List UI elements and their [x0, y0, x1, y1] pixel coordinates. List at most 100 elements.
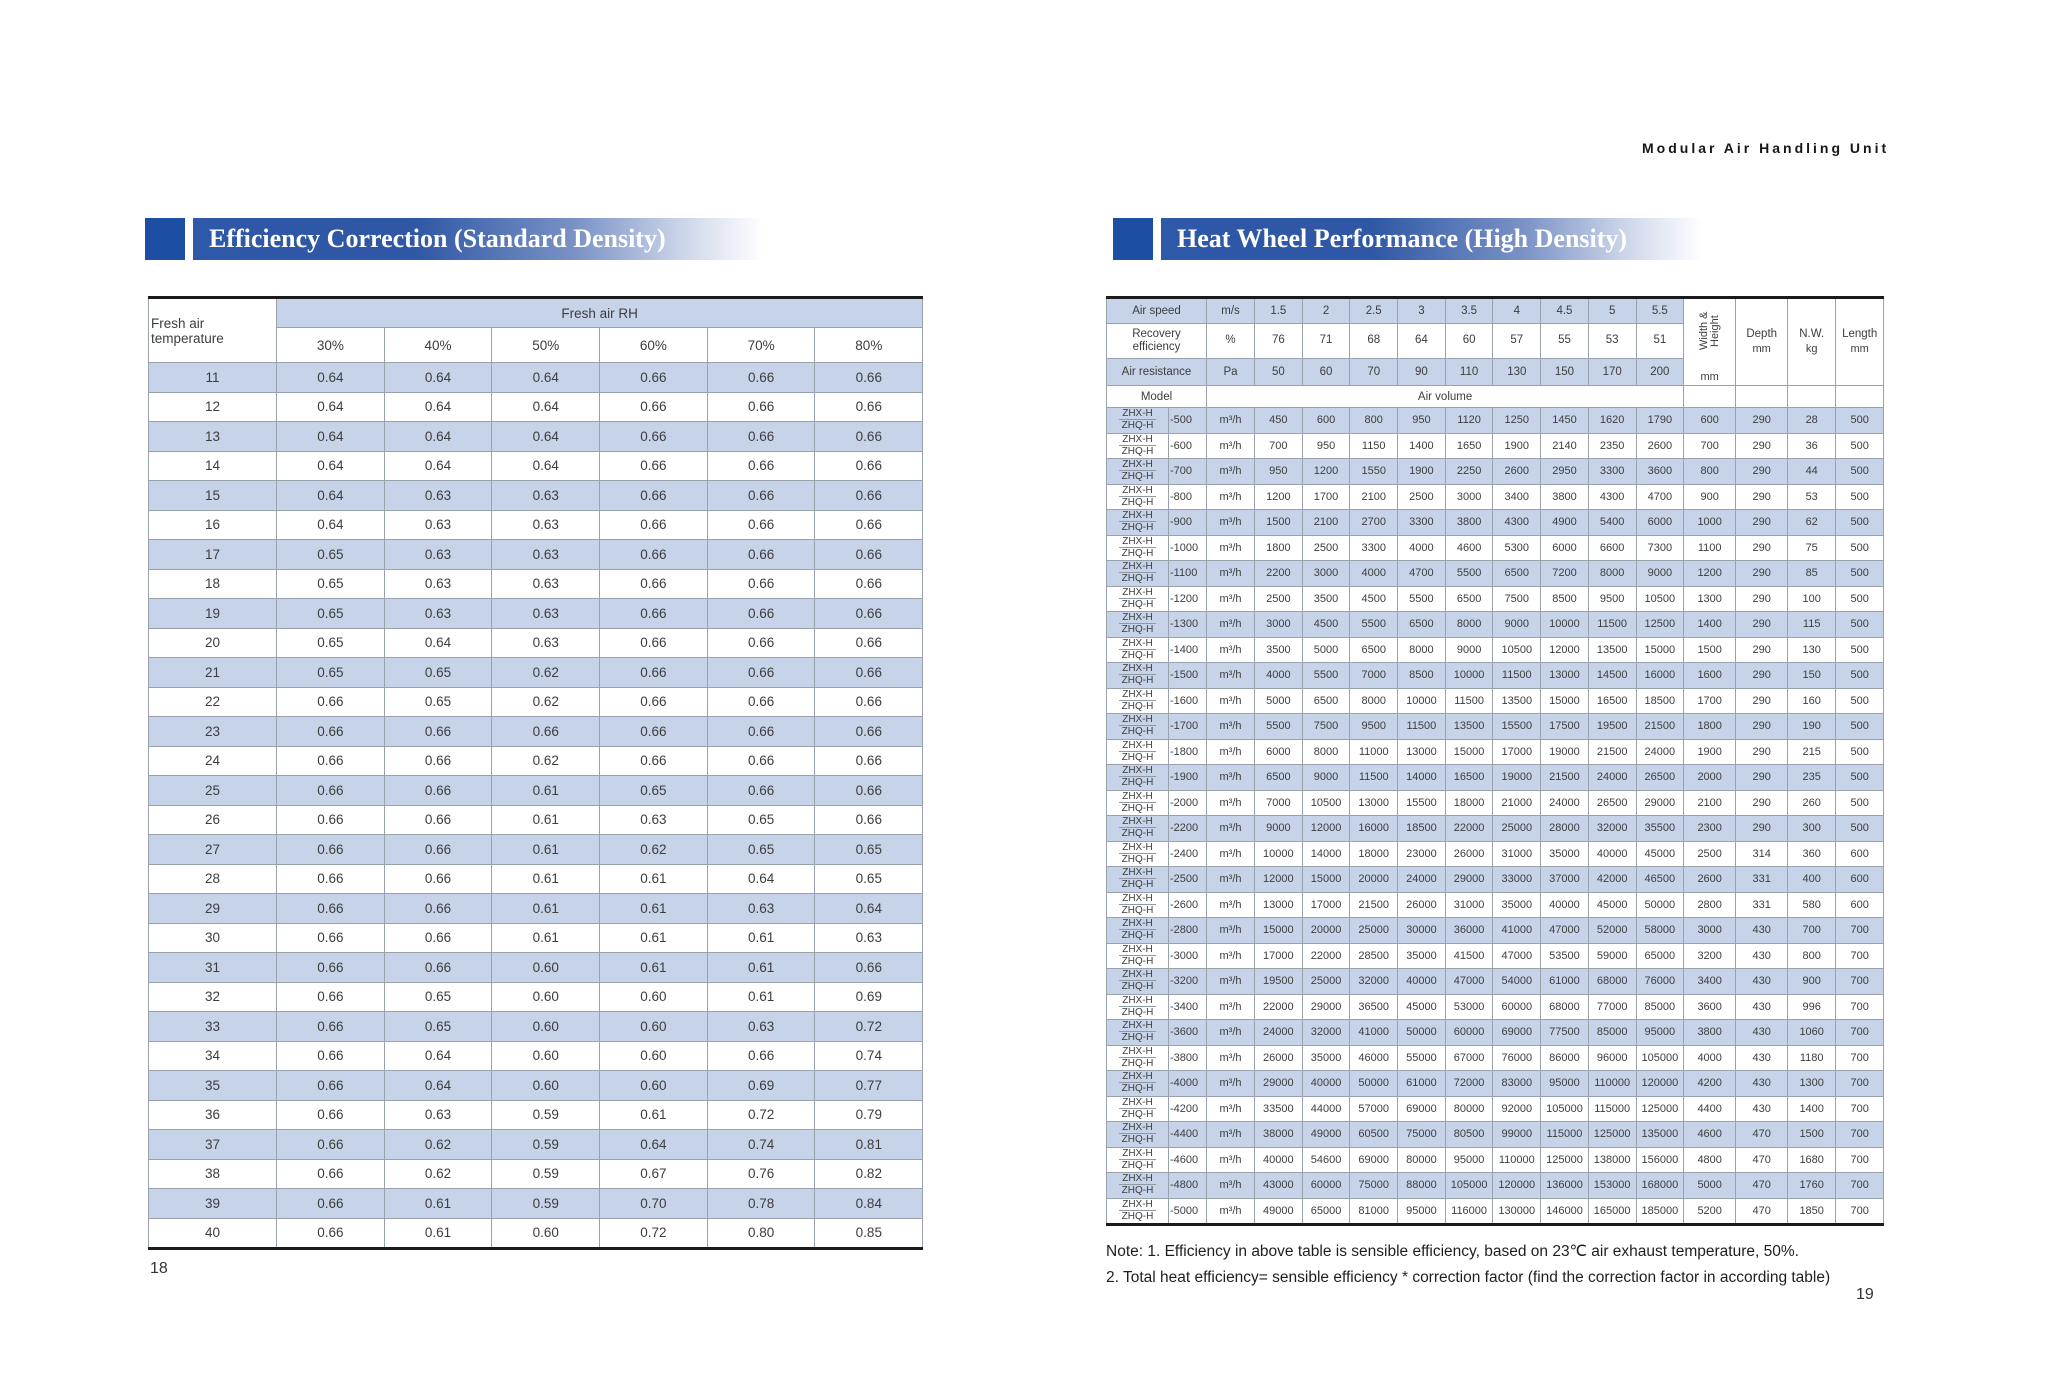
- air-volume-cell: 115000: [1587, 1095, 1637, 1122]
- model-row: ZHX-H ZHQ-H -1700 m³/h 5500 7500 9500 11500 1350…: [1106, 713, 1885, 740]
- volume-unit-cell: m³/h: [1206, 407, 1255, 434]
- model-prefix: ZHQ-H: [1108, 726, 1168, 738]
- model-name-cell: ZHX-H ZHQ-H: [1106, 1044, 1169, 1071]
- header-value-cell: 60: [1444, 322, 1494, 360]
- width-height-cell: 1600: [1683, 662, 1737, 689]
- air-volume-cell: 13000: [1397, 738, 1446, 765]
- air-volume-cell: 15500: [1397, 789, 1446, 816]
- temperature-cell: 34: [148, 1040, 277, 1071]
- model-prefix-text: ZHQ-H: [1121, 879, 1154, 891]
- efficiency-value-cell: 0.74: [706, 1129, 816, 1160]
- depth-cell: 430: [1735, 1095, 1789, 1122]
- air-volume-cell: 37000: [1540, 866, 1589, 893]
- air-volume-cell: 23000: [1397, 840, 1446, 867]
- model-prefix-text: ZHX-H: [1119, 1122, 1156, 1135]
- model-row: ZHX-H ZHQ-H -4200 m³/h 33500 44000 57000 69000 8…: [1106, 1095, 1885, 1122]
- efficiency-value-cell: 0.66: [599, 391, 708, 422]
- length-cell: 500: [1835, 483, 1885, 510]
- efficiency-value-cell: 0.61: [599, 922, 708, 953]
- air-volume-cell: 38000: [1254, 1121, 1303, 1148]
- model-prefix: ZHX-H: [1108, 791, 1168, 803]
- air-volume-cell: 83000: [1492, 1070, 1542, 1097]
- air-volume-cell: 14000: [1301, 840, 1351, 867]
- air-volume-cell: 4500: [1349, 585, 1399, 612]
- air-volume-cell: 17500: [1540, 713, 1589, 740]
- width-height-cell: 1200: [1683, 560, 1737, 587]
- section-title-bar: Efficiency Correction (Standard Density): [145, 218, 945, 260]
- group-header: Fresh air RH: [275, 297, 924, 328]
- air-volume-cell: 60500: [1349, 1121, 1399, 1148]
- model-prefix: ZHX-H: [1108, 561, 1168, 574]
- efficiency-value-cell: 0.66: [276, 1158, 385, 1189]
- air-volume-cell: 116000: [1444, 1197, 1494, 1225]
- efficiency-value-cell: 0.63: [491, 509, 601, 540]
- efficiency-value-cell: 0.63: [491, 598, 601, 629]
- model-size-cell: -5000: [1168, 1197, 1207, 1225]
- net-weight-cell: 1850: [1787, 1197, 1837, 1225]
- efficiency-value-cell: 0.66: [383, 893, 493, 924]
- efficiency-value-cell: 0.66: [383, 745, 493, 776]
- efficiency-value-cell: 0.66: [383, 716, 493, 747]
- air-volume-cell: 13000: [1349, 789, 1399, 816]
- air-volume-cell: 41500: [1444, 942, 1494, 969]
- efficiency-value-cell: 0.81: [814, 1129, 924, 1160]
- model-prefix-text: ZHQ-H: [1121, 496, 1154, 508]
- air-volume-cell: 45000: [1397, 993, 1446, 1020]
- efficiency-value-cell: 0.61: [599, 1099, 708, 1130]
- efficiency-value-cell: 0.67: [599, 1158, 708, 1189]
- model-row: ZHX-H ZHQ-H -3400 m³/h 22000 29000 36500 45000 5…: [1106, 993, 1885, 1020]
- air-volume-cell: 36500: [1349, 993, 1399, 1020]
- volume-unit-cell: m³/h: [1206, 815, 1255, 842]
- model-prefix-text: ZHX-H: [1119, 587, 1156, 599]
- air-volume-cell: 12500: [1635, 611, 1685, 638]
- air-volume-cell: 16000: [1349, 815, 1399, 842]
- model-prefix: ZHX-H: [1108, 638, 1168, 650]
- model-prefix-text: ZHX-H: [1119, 638, 1156, 650]
- model-prefix-text: ZHX-H: [1119, 842, 1156, 854]
- model-size-cell: -1100: [1168, 560, 1207, 587]
- air-volume-cell: 8000: [1349, 687, 1399, 714]
- efficiency-row: 19 0.65 0.63 0.63 0.66 0.66 0.66: [148, 598, 924, 629]
- air-volume-cell: 46500: [1635, 866, 1685, 893]
- model-prefix-text: ZHX-H: [1119, 816, 1156, 829]
- model-prefix-text: ZHX-H: [1119, 765, 1156, 778]
- air-volume-cell: 41000: [1349, 1019, 1399, 1046]
- efficiency-value-cell: 0.66: [706, 421, 816, 452]
- efficiency-value-cell: 0.64: [706, 863, 816, 894]
- efficiency-value-cell: 0.65: [706, 834, 816, 865]
- efficiency-row: 15 0.64 0.63 0.63 0.66 0.66 0.66: [148, 480, 924, 511]
- net-weight-cell: 75: [1787, 534, 1837, 561]
- model-name-cell: ZHX-H ZHQ-H: [1106, 764, 1169, 791]
- temperature-cell: 11: [148, 362, 277, 393]
- efficiency-row: 14 0.64 0.64 0.64 0.66 0.66 0.66: [148, 450, 924, 481]
- model-prefix-text: ZHQ-H: [1121, 471, 1154, 483]
- air-volume-cell: 7000: [1349, 662, 1399, 689]
- model-name-cell: ZHX-H ZHQ-H: [1106, 968, 1169, 995]
- net-weight-cell: 996: [1787, 993, 1837, 1020]
- air-volume-cell: 8500: [1540, 585, 1589, 612]
- air-volume-cell: 10500: [1492, 636, 1542, 663]
- width-height-cell: 700: [1683, 432, 1737, 459]
- efficiency-value-cell: 0.65: [383, 981, 493, 1012]
- model-prefix: ZHQ-H: [1108, 522, 1168, 534]
- air-volume-cell: 105000: [1635, 1044, 1685, 1071]
- net-weight-cell: 130: [1787, 636, 1837, 663]
- net-weight-cell: 1180: [1787, 1044, 1837, 1071]
- model-name-cell: ZHX-H ZHQ-H: [1106, 483, 1169, 510]
- air-volume-cell: 28000: [1540, 815, 1589, 842]
- width-height-cell: 800: [1683, 458, 1737, 485]
- model-row: ZHX-H ZHQ-H -1800 m³/h 6000 8000 11000 13000 150…: [1106, 738, 1885, 765]
- efficiency-row: 25 0.66 0.66 0.61 0.65 0.66 0.66: [148, 775, 924, 806]
- efficiency-value-cell: 0.59: [491, 1129, 601, 1160]
- header-unit: Pa: [1206, 358, 1255, 386]
- model-header-row: Model Air volume: [1106, 385, 1885, 408]
- air-volume-cell: 32000: [1301, 1019, 1351, 1046]
- air-volume-cell: 1200: [1301, 458, 1351, 485]
- model-size-cell: -1800: [1168, 738, 1207, 765]
- depth-cell: 290: [1735, 611, 1789, 638]
- model-prefix-text: ZHQ-H: [1121, 828, 1154, 840]
- model-prefix-text: ZHX-H: [1119, 867, 1156, 880]
- air-volume-cell: 29000: [1254, 1070, 1303, 1097]
- temperature-cell: 29: [148, 893, 277, 924]
- page-header-title: Modular Air Handling Unit: [1642, 140, 1890, 156]
